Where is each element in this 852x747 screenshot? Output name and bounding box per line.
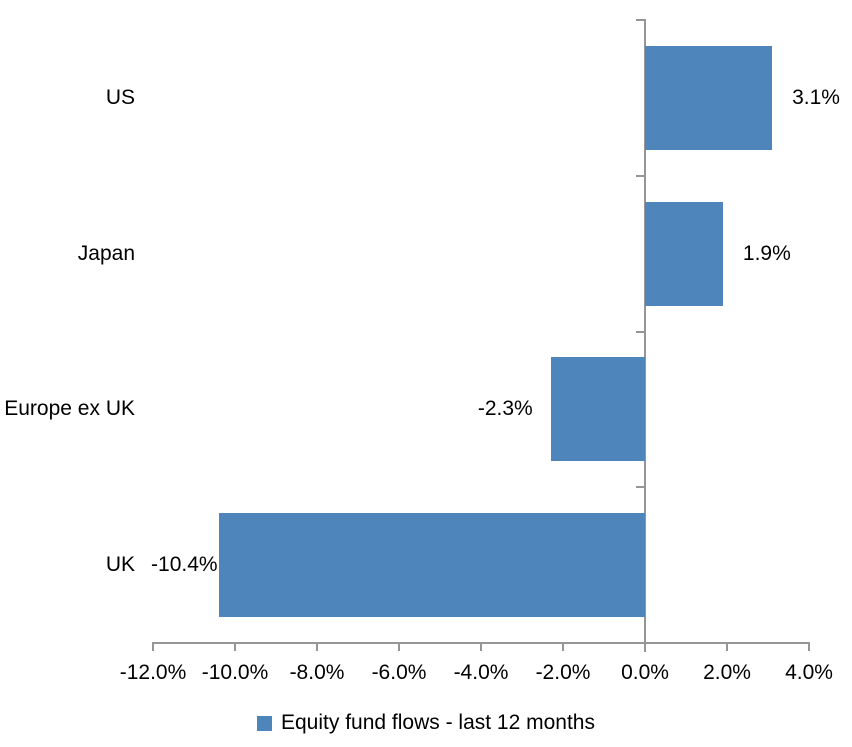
value-label-uk: -10.4%: [151, 553, 218, 577]
y-axis-tick: [636, 330, 644, 333]
x-axis-tick-label: -12.0%: [119, 661, 187, 684]
x-axis-tick-label: -4.0%: [453, 661, 509, 684]
y-axis-tick: [636, 642, 644, 644]
x-axis-tick: [562, 643, 564, 651]
bar-uk: [218, 513, 645, 618]
bar-europe-ex-uk: [550, 357, 645, 462]
legend-color-swatch: [257, 715, 272, 731]
category-label-japan: Japan: [77, 241, 135, 265]
value-label-us: 3.1%: [792, 85, 840, 109]
legend-label: Equity fund flows - last 12 months: [281, 711, 595, 734]
x-axis-tick: [808, 643, 810, 651]
bar-japan: [645, 201, 723, 306]
x-axis-tick-label: 2.0%: [703, 661, 751, 684]
x-axis-tick: [644, 643, 646, 651]
category-label-europe-ex-uk: Europe ex UK: [4, 397, 135, 421]
x-axis-tick: [316, 643, 318, 651]
x-axis-tick-label: 4.0%: [785, 661, 833, 684]
y-axis-tick: [636, 19, 644, 21]
value-label-japan: 1.9%: [742, 241, 791, 265]
x-axis-tick: [152, 643, 154, 651]
x-axis-tick-label: -10.0%: [201, 661, 269, 684]
x-axis-tick-label: -6.0%: [371, 661, 427, 684]
category-label-us: US: [105, 85, 135, 109]
x-axis-tick-label: -2.0%: [535, 661, 591, 684]
y-axis-tick: [636, 486, 644, 489]
legend: Equity fund flows - last 12 months: [0, 711, 852, 735]
y-axis-line: [644, 19, 646, 652]
x-axis-tick: [234, 643, 236, 651]
x-axis-tick-label: -8.0%: [289, 661, 345, 684]
x-axis-tick: [480, 643, 482, 651]
x-axis-tick: [398, 643, 400, 651]
x-axis-tick-label: 0.0%: [621, 661, 669, 684]
value-label-europe-ex-uk: -2.3%: [477, 397, 533, 421]
category-label-uk: UK: [105, 553, 135, 577]
y-axis-tick: [636, 174, 644, 177]
x-axis-tick: [726, 643, 728, 651]
bar-us: [645, 45, 773, 150]
